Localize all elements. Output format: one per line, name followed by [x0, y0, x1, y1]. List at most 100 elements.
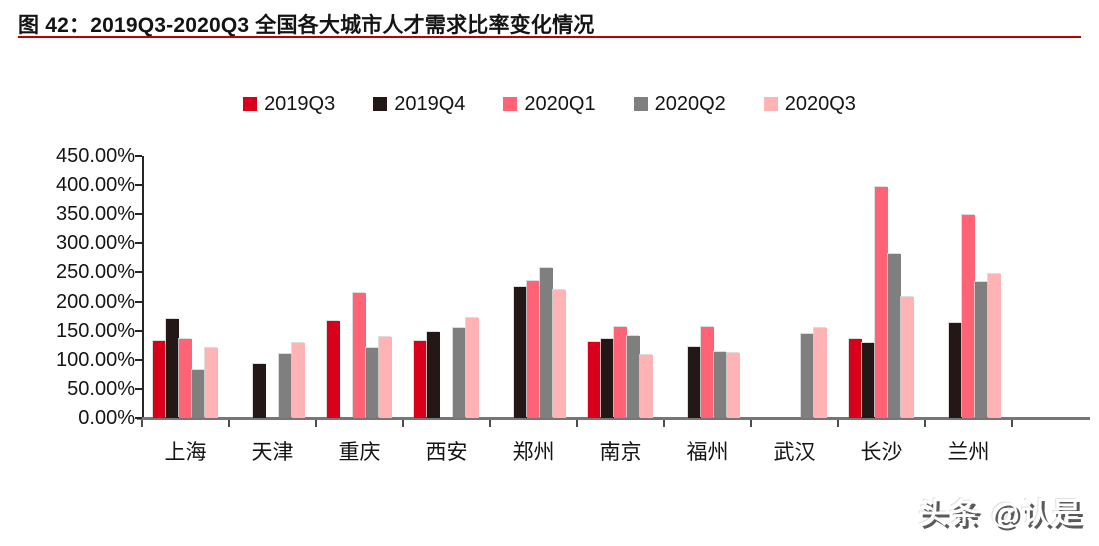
x-axis-category-label: 长沙 — [860, 441, 903, 464]
x-axis-tick — [228, 420, 230, 427]
y-axis — [142, 156, 144, 418]
legend-swatch-icon — [373, 97, 388, 111]
y-axis-tick — [135, 387, 142, 390]
y-axis-tick — [135, 271, 142, 274]
x-axis-tick — [489, 420, 491, 427]
bar-福州-2020Q1 — [701, 326, 714, 418]
y-axis-tick-label: 450.00% — [56, 145, 135, 167]
x-axis-tick — [663, 420, 665, 427]
x-axis-tick — [576, 420, 578, 427]
x-axis-category-label: 武汉 — [773, 441, 816, 464]
bar-天津-2020Q2 — [279, 353, 292, 418]
x-axis-tick — [837, 420, 839, 427]
y-axis-tick-label: 400.00% — [56, 174, 135, 197]
bar-长沙-2020Q2 — [888, 253, 901, 418]
bar-南京-2019Q4 — [601, 338, 614, 418]
bar-兰州-2020Q3 — [988, 274, 1001, 418]
legend-label: 2020Q1 — [524, 92, 596, 115]
bar-上海-2019Q3 — [153, 341, 166, 418]
x-axis-category-label: 福州 — [686, 441, 729, 464]
bar-福州-2020Q3 — [727, 353, 740, 418]
legend-swatch-icon — [243, 97, 258, 111]
chart-legend: 2019Q3 2019Q4 2020Q1 2020Q2 2020Q3 — [0, 92, 1099, 116]
bar-西安-2019Q4 — [427, 331, 440, 418]
legend-label: 2020Q2 — [654, 92, 726, 115]
page-title: 图 42：2019Q3-2020Q3 全国各大城市人才需求比率变化情况 — [18, 14, 595, 37]
legend-label: 2019Q3 — [264, 92, 336, 115]
bar-上海-2020Q1 — [179, 339, 192, 418]
x-axis-category-label: 西安 — [425, 441, 468, 464]
bar-长沙-2020Q1 — [875, 186, 888, 418]
y-axis-tick — [135, 417, 142, 419]
x-axis-category-label: 天津 — [251, 441, 294, 464]
bar-上海-2019Q4 — [166, 319, 179, 418]
x-axis-tick — [1011, 420, 1013, 427]
x-axis-tick — [402, 420, 404, 427]
bar-南京-2020Q1 — [614, 327, 627, 418]
y-axis-tick — [135, 184, 142, 187]
y-axis-tick — [135, 329, 142, 332]
bar-兰州-2019Q4 — [949, 323, 962, 418]
bar-郑州-2019Q4 — [514, 287, 527, 418]
bar-天津-2020Q3 — [292, 342, 305, 418]
bar-西安-2020Q2 — [453, 328, 466, 418]
y-axis-tick-label: 0.00% — [78, 407, 135, 429]
x-axis-tick — [924, 420, 926, 427]
y-axis-tick — [135, 358, 142, 361]
y-axis-tick — [135, 213, 142, 216]
bar-兰州-2020Q2 — [975, 281, 988, 418]
x-axis-tick — [315, 420, 317, 427]
bar-重庆-2020Q2 — [366, 347, 379, 418]
bar-南京-2020Q3 — [640, 354, 653, 418]
bar-武汉-2020Q2 — [801, 334, 814, 418]
y-axis-tick — [135, 242, 142, 245]
y-axis-tick-label: 200.00% — [56, 290, 135, 313]
bar-西安-2020Q3 — [466, 317, 479, 418]
legend-label: 2019Q4 — [394, 92, 466, 115]
bar-南京-2019Q3 — [588, 342, 601, 418]
x-axis-category-label: 南京 — [599, 441, 642, 464]
y-axis-tick-label: 100.00% — [56, 348, 135, 371]
x-axis-tick — [750, 420, 752, 427]
y-axis-tick-label: 50.00% — [67, 377, 135, 400]
legend-item-2019Q4: 2019Q4 — [373, 93, 465, 116]
bar-上海-2020Q3 — [205, 347, 218, 418]
legend-swatch-icon — [503, 97, 518, 111]
y-axis-tick — [135, 300, 142, 303]
legend-swatch-icon — [763, 97, 778, 111]
bar-重庆-2020Q3 — [379, 337, 392, 418]
bar-西安-2019Q3 — [414, 340, 427, 418]
legend-swatch-icon — [633, 97, 648, 111]
legend-item-2020Q2: 2020Q2 — [633, 92, 726, 116]
bar-武汉-2020Q3 — [814, 327, 827, 418]
title-underline-rule — [18, 36, 1081, 38]
legend-item-2020Q1: 2020Q1 — [503, 92, 596, 116]
bar-兰州-2020Q1 — [962, 214, 975, 418]
legend-item-2019Q3: 2019Q3 — [243, 93, 335, 116]
bar-郑州-2020Q1 — [527, 280, 540, 418]
y-axis-tick — [135, 155, 142, 157]
x-axis-category-label: 上海 — [164, 441, 207, 464]
bar-郑州-2020Q3 — [553, 290, 566, 418]
y-axis-tick-label: 350.00% — [56, 203, 135, 226]
bar-南京-2020Q2 — [627, 336, 640, 418]
legend-label: 2020Q3 — [784, 92, 856, 115]
y-axis-tick-label: 150.00% — [56, 319, 135, 342]
x-axis-category-label: 重庆 — [338, 441, 381, 464]
x-axis-category-label: 郑州 — [512, 441, 555, 464]
bar-天津-2019Q4 — [253, 364, 266, 418]
bar-上海-2020Q2 — [192, 370, 205, 418]
bar-福州-2020Q2 — [714, 352, 727, 418]
watermark-text: 头条 @认是 — [918, 498, 1083, 530]
y-axis-tick-label: 250.00% — [56, 261, 135, 284]
bar-福州-2019Q4 — [688, 346, 701, 418]
y-axis-tick-label: 300.00% — [56, 232, 135, 255]
legend-item-2020Q3: 2020Q3 — [763, 92, 856, 116]
bar-重庆-2019Q3 — [327, 321, 340, 418]
bar-长沙-2019Q4 — [862, 343, 875, 418]
x-axis-category-label: 兰州 — [947, 441, 990, 464]
bar-郑州-2020Q2 — [540, 267, 553, 418]
bar-长沙-2019Q3 — [849, 339, 862, 418]
